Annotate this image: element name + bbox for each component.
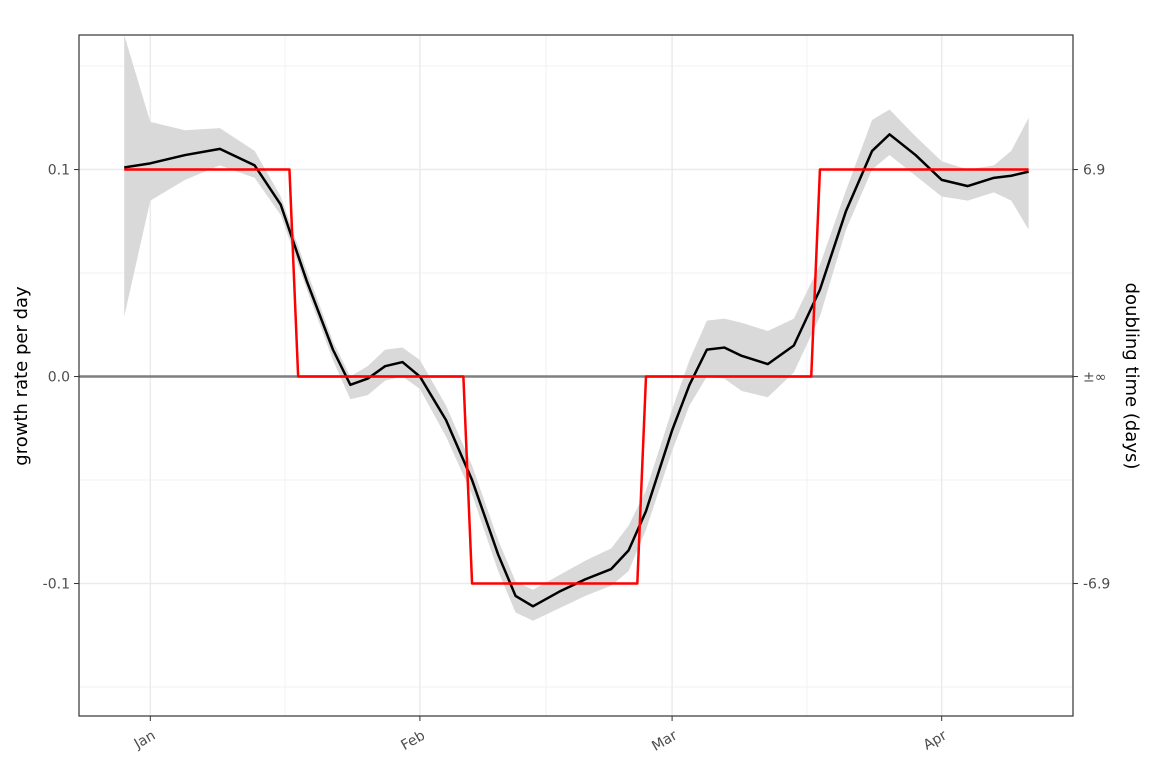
y-tick-label: 0.1 <box>48 163 70 179</box>
y2-tick-label: 6.9 <box>1083 163 1105 179</box>
plot-border <box>78 34 1074 717</box>
line <box>124 133 1029 608</box>
x-tick-label: Apr <box>921 727 950 753</box>
x-tick-label: Feb <box>398 728 428 754</box>
y-tick-label: -0.1 <box>43 577 70 593</box>
y-axis-title: growth rate per day <box>11 286 32 466</box>
y-tick-label: 0.0 <box>48 370 70 386</box>
x-tick-label: Jan <box>131 728 159 753</box>
y2-tick-label: ±∞ <box>1083 370 1106 386</box>
y2-tick-label: -6.9 <box>1083 577 1110 593</box>
x-tick-label: Mar <box>649 727 680 754</box>
y2-axis-title: doubling time (days) <box>1121 283 1142 470</box>
line <box>124 168 1029 585</box>
confidence-band <box>124 35 1029 621</box>
